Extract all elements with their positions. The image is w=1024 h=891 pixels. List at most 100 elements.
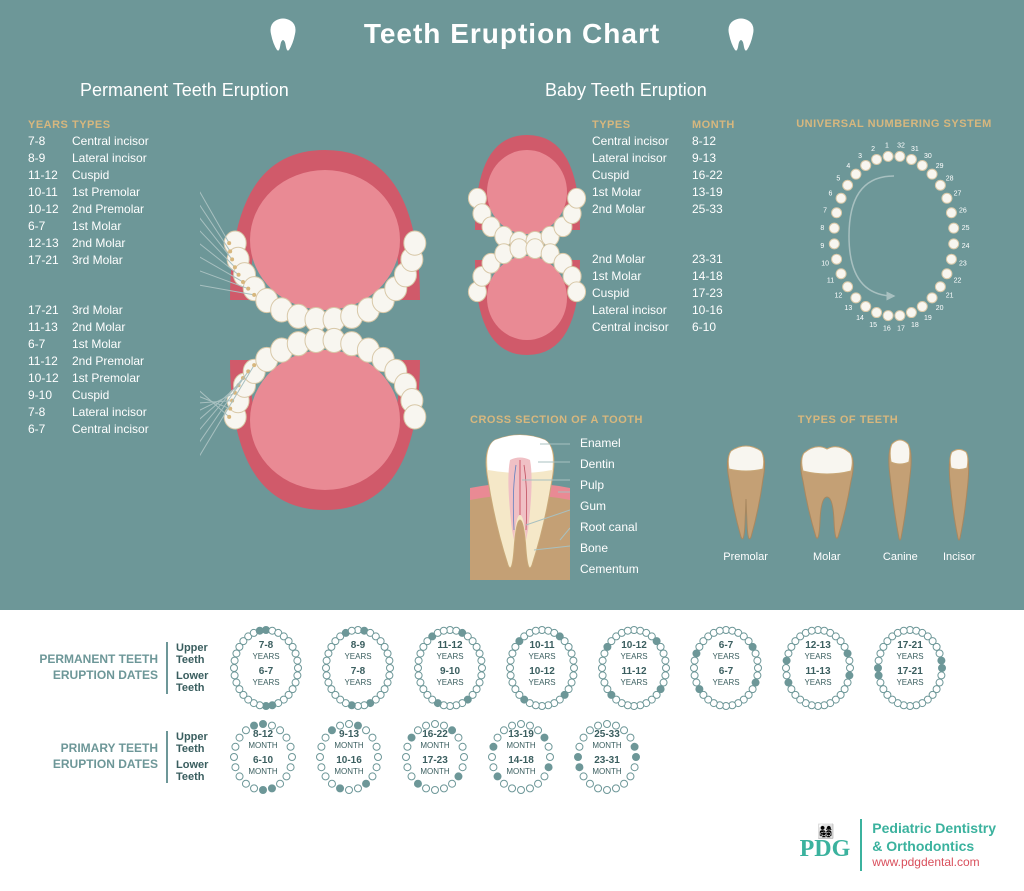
- svg-text:6: 6: [829, 191, 833, 198]
- month-cell: 8-12: [692, 134, 728, 148]
- baby-section-title: Baby Teeth Eruption: [545, 80, 707, 101]
- baby-arch-diagram: [460, 120, 595, 370]
- table-row: Cuspid 17-23: [592, 286, 728, 300]
- logo-mark: PDG: [800, 836, 851, 862]
- type-cell: 2nd Premolar: [72, 202, 149, 216]
- page-title: Teeth Eruption Chart: [0, 0, 1024, 50]
- mini-arch-cell: 8-12MONTH 6-10MONTH: [228, 718, 298, 796]
- years-cell: 11-13: [28, 320, 62, 334]
- svg-text:32: 32: [897, 142, 905, 149]
- table-row: Cuspid16-22: [592, 168, 728, 182]
- mini-arch-cell: 6-7YEARS 6-7YEARS: [688, 624, 764, 712]
- type-cell: 2nd Molar: [592, 252, 682, 266]
- svg-text:12: 12: [834, 292, 842, 299]
- types-title: TYPES OF TEETH: [708, 414, 988, 426]
- table-row: 10-111st Premolar: [28, 185, 149, 199]
- lower-label: Lower Teeth: [176, 759, 220, 783]
- svg-text:15: 15: [869, 322, 877, 329]
- type-cell: 1st Premolar: [72, 371, 149, 385]
- type-cell: 3rd Molar: [72, 253, 149, 267]
- table-row: 11-122nd Premolar: [28, 354, 149, 368]
- type-cell: Cuspid: [592, 286, 682, 300]
- table-row: 2nd Molar 25-33: [592, 202, 728, 216]
- mini-arch-cell: 13-19MONTH 14-18MONTH: [486, 718, 556, 796]
- tooth-type-molar: Molar: [796, 439, 858, 563]
- svg-text:22: 22: [954, 277, 962, 284]
- universal-numbering-block: UNIVERSAL NUMBERING SYSTEM 1234567891011…: [794, 118, 994, 341]
- type-cell: Lateral incisor: [72, 405, 149, 419]
- primary-dates-label: PRIMARY TEETH ERUPTION DATES: [18, 741, 158, 772]
- svg-text:16: 16: [883, 326, 891, 333]
- svg-text:25: 25: [962, 225, 970, 232]
- years-cell: 11-12: [28, 168, 62, 182]
- svg-text:19: 19: [924, 315, 932, 322]
- tooth-type-canine: Canine: [883, 434, 918, 563]
- tooth-icon: [726, 18, 756, 52]
- tooth-type-incisor: Incisor: [943, 444, 975, 563]
- type-cell: Lateral incisor: [592, 151, 682, 165]
- logo-line1: Pediatric Dentistry: [872, 819, 996, 837]
- table-row: 11-13 2nd Molar: [28, 320, 149, 334]
- svg-text:31: 31: [911, 146, 919, 153]
- types-of-teeth-block: TYPES OF TEETH Premolar Molar Canine Inciso…: [708, 414, 988, 563]
- type-cell: Lateral incisor: [72, 151, 149, 165]
- table-row: 17-213rd Molar: [28, 253, 149, 267]
- logo-people-icon: 👨‍👩‍👧‍👦: [800, 827, 851, 835]
- cross-section-label: Root canal: [580, 520, 639, 534]
- month-cell: 13-19: [692, 185, 728, 199]
- cross-section-diagram: [470, 430, 570, 580]
- header-types: TYPES: [592, 119, 682, 131]
- table-row: 17-213rd Molar: [28, 303, 149, 317]
- type-cell: 2nd Molar: [592, 202, 682, 216]
- table-row: 9-10Cuspid: [28, 388, 149, 402]
- month-cell: 17-23: [692, 286, 728, 300]
- table-row: 7-8 Lateral incisor: [28, 405, 149, 419]
- tooth-icon: [268, 18, 298, 52]
- logo-url: www.pdgdental.com: [872, 855, 996, 871]
- mini-arch-cell: 25-33MONTH 23-31MONTH: [572, 718, 642, 796]
- cross-section-label: Dentin: [580, 457, 639, 471]
- svg-text:30: 30: [924, 153, 932, 160]
- type-cell: 2nd Molar: [72, 236, 149, 250]
- mini-arch-cell: 17-21YEARS 17-21YEARS: [872, 624, 948, 712]
- month-cell: 23-31: [692, 252, 728, 266]
- mini-arch-cell: 9-13MONTH 10-16MONTH: [314, 718, 384, 796]
- svg-text:26: 26: [959, 207, 967, 214]
- svg-text:21: 21: [946, 292, 954, 299]
- permanent-arch-diagram: [200, 120, 450, 540]
- cross-section-block: CROSS SECTION OF A TOOTH: [470, 414, 643, 580]
- years-cell: 11-12: [28, 354, 62, 368]
- cross-section-label: Gum: [580, 499, 639, 513]
- baby-eruption-table: TYPES MONTH Central incisor8-12Lateral i…: [592, 116, 728, 337]
- month-cell: 25-33: [692, 202, 728, 216]
- type-cell: 1st Molar: [72, 219, 149, 233]
- svg-text:3: 3: [858, 153, 862, 160]
- table-row: 2nd Molar 23-31: [592, 252, 728, 266]
- cross-section-label: Cementum: [580, 562, 639, 576]
- years-cell: 6-7: [28, 337, 62, 351]
- month-cell: 9-13: [692, 151, 728, 165]
- years-cell: 7-8: [28, 405, 62, 419]
- cross-section-label: Enamel: [580, 436, 639, 450]
- upper-label: Upper Teeth: [176, 731, 220, 755]
- type-cell: Lateral incisor: [592, 303, 682, 317]
- type-cell: Central incisor: [72, 422, 149, 436]
- table-row: 11-12Cuspid: [28, 168, 149, 182]
- type-cell: 2nd Molar: [72, 320, 149, 334]
- svg-text:18: 18: [911, 322, 919, 329]
- table-row: Lateral incisor10-16: [592, 303, 728, 317]
- svg-text:7: 7: [823, 207, 827, 214]
- svg-text:10: 10: [821, 261, 829, 268]
- permanent-dates-strip: PERMANENT TEETH ERUPTION DATES Upper Tee…: [18, 624, 1006, 712]
- tooth-type-label: Premolar: [721, 551, 771, 563]
- svg-text:28: 28: [946, 176, 954, 183]
- type-cell: 1st Molar: [592, 269, 682, 283]
- svg-text:11: 11: [827, 277, 834, 284]
- years-cell: 10-12: [28, 371, 62, 385]
- table-row: Central incisor8-12: [592, 134, 728, 148]
- table-row: Lateral incisor 9-13: [592, 151, 728, 165]
- mini-arch-cell: 11-12YEARS 9-10YEARS: [412, 624, 488, 712]
- table-row: 6-71st Molar: [28, 337, 149, 351]
- mini-arch-cell: 10-11YEARS 10-12YEARS: [504, 624, 580, 712]
- logo-line2: & Orthodontics: [872, 837, 996, 855]
